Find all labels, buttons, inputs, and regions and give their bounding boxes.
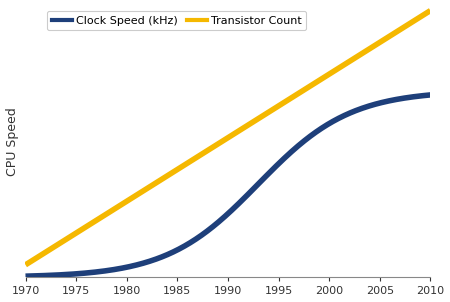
Y-axis label: CPU Speed: CPU Speed — [5, 107, 18, 176]
Legend: Clock Speed (kHz), Transistor Count: Clock Speed (kHz), Transistor Count — [47, 11, 306, 30]
